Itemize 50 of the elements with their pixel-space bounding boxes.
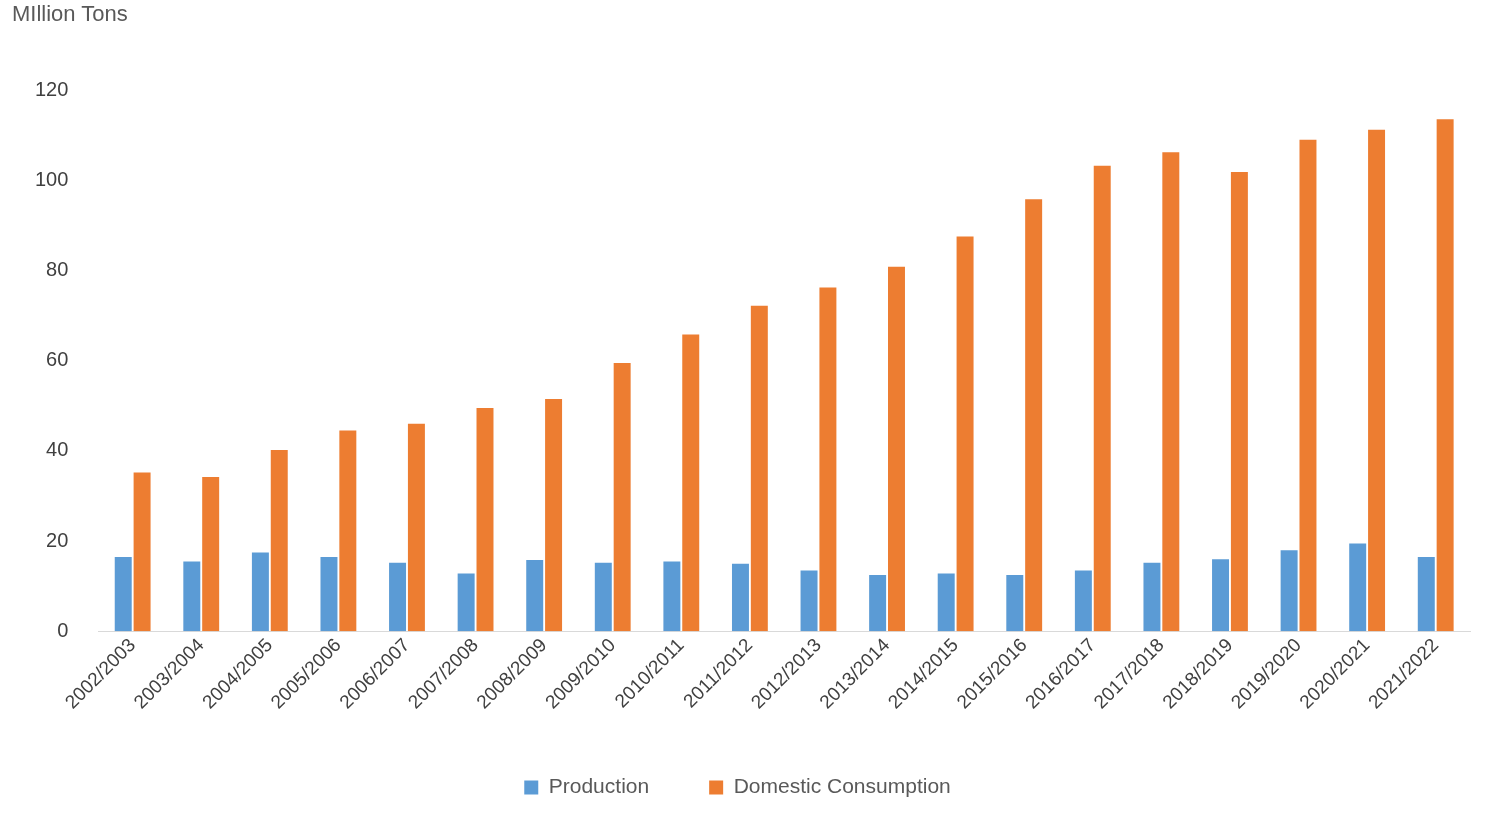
bar (1230, 172, 1248, 632)
bar (1074, 570, 1092, 632)
y-tick-label: 100 (34, 167, 69, 190)
bar (1417, 556, 1435, 632)
bar (1212, 559, 1230, 632)
bar (819, 287, 837, 632)
bar (663, 561, 681, 632)
bar (114, 556, 132, 632)
bar (389, 562, 407, 632)
bar (183, 561, 201, 632)
bar (594, 562, 612, 632)
y-tick-label: 20 (46, 528, 69, 551)
bar (1006, 574, 1024, 632)
y-tick-label: 120 (34, 77, 69, 100)
bar (133, 472, 151, 632)
bar (750, 305, 768, 632)
bar (731, 563, 749, 632)
bar (1093, 165, 1111, 632)
bar (251, 552, 269, 632)
bar (1280, 550, 1298, 632)
bar (407, 423, 425, 632)
y-axis-title: MIllion Tons (12, 1, 128, 27)
bar (869, 574, 887, 632)
y-tick-label: 60 (46, 348, 69, 371)
bar (1368, 129, 1386, 632)
bar (270, 450, 288, 632)
y-tick-label: 0 (57, 618, 69, 641)
bar (800, 570, 818, 632)
y-tick-label: 80 (46, 257, 69, 280)
bar (1299, 139, 1317, 632)
bar (545, 399, 563, 632)
bar (476, 408, 494, 632)
legend-label: Domestic Consumption (733, 774, 951, 798)
bar (457, 573, 475, 632)
bar (1349, 543, 1367, 632)
y-tick-label: 40 (46, 438, 69, 461)
legend-label: Production (548, 774, 650, 798)
bar (1436, 119, 1454, 632)
bar (613, 362, 631, 632)
bar (1162, 152, 1180, 632)
bar (888, 266, 905, 632)
bar (956, 236, 974, 632)
bar (682, 334, 700, 632)
bar (937, 573, 955, 632)
bar (320, 556, 338, 632)
bar (1025, 199, 1043, 632)
bar (339, 430, 357, 632)
bar (526, 560, 544, 632)
bar (202, 477, 220, 632)
bar (1143, 562, 1161, 632)
